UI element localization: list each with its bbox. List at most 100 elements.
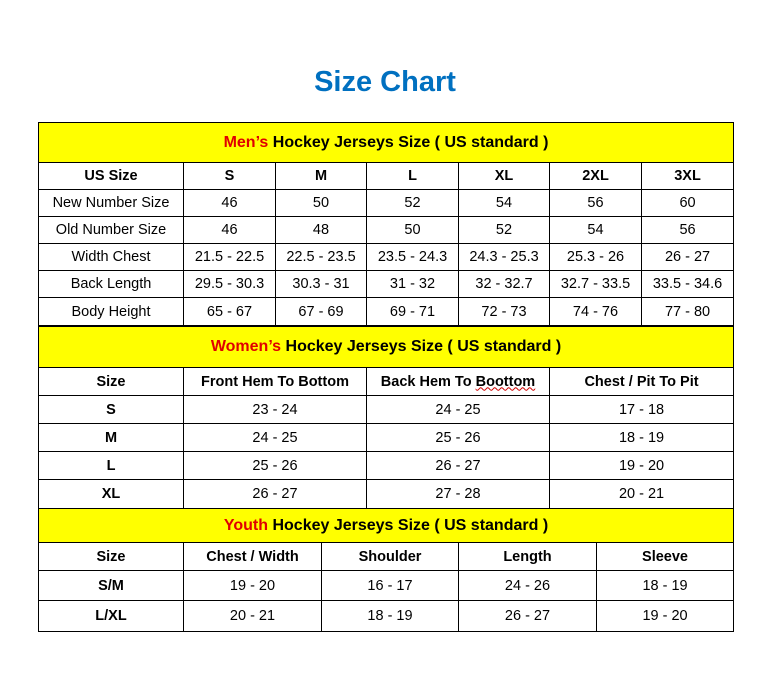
column-header: US Size <box>38 162 184 190</box>
table-row: Width Chest 21.5 - 22.5 22.5 - 23.5 23.5 - … <box>38 243 735 271</box>
table-cell: 30.3 - 31 <box>275 270 367 298</box>
table-cell: 19 - 20 <box>183 570 322 601</box>
row-label: Back Length <box>38 270 184 298</box>
table-cell: 50 <box>275 189 367 217</box>
table-cell: 21.5 - 22.5 <box>183 243 276 271</box>
table-cell: 56 <box>549 189 642 217</box>
heading-accent: Women’s <box>210 338 282 355</box>
column-header: Chest / Pit To Pit <box>548 367 735 396</box>
column-header-text: S <box>224 168 235 184</box>
column-header-text: Shoulder <box>358 548 422 565</box>
table-cell: 52 <box>458 216 550 244</box>
column-header: L <box>366 162 459 190</box>
table-cell: 18 - 19 <box>595 570 735 601</box>
row-label: Body Height <box>38 297 184 326</box>
column-header-text: 3XL <box>674 168 701 184</box>
row-label: Old Number Size <box>38 216 184 244</box>
table-cell: 26 - 27 <box>458 600 597 632</box>
table-cell: 52 <box>366 189 459 217</box>
column-header: Length <box>458 542 597 571</box>
table-row: S 23 - 24 24 - 25 17 - 18 <box>38 395 735 424</box>
table-cell: 33.5 - 34.6 <box>640 270 735 298</box>
table-cell: 20 - 21 <box>548 479 735 509</box>
row-label: XL <box>38 479 184 509</box>
column-header: Chest / Width <box>183 542 322 571</box>
table-cell: 25 - 26 <box>366 423 550 452</box>
table-row: S/M 19 - 20 16 - 17 24 - 26 18 - 19 <box>38 570 735 601</box>
table-cell: 29.5 - 30.3 <box>183 270 276 298</box>
table-cell: 54 <box>458 189 550 217</box>
table-cell: 56 <box>640 216 735 244</box>
youth-size-table: Youth Hockey Jerseys Size ( US standard … <box>37 508 735 632</box>
heading-text: Hockey Jerseys Size ( US standard ) <box>281 338 562 355</box>
column-header: Shoulder <box>321 542 459 571</box>
table-cell: 46 <box>183 216 276 244</box>
column-header-text: L <box>408 168 417 184</box>
table-cell: 50 <box>366 216 459 244</box>
column-header-text: Chest / Pit To Pit <box>584 373 699 390</box>
table-cell: 67 - 69 <box>275 297 367 326</box>
table-cell: 72 - 73 <box>458 297 550 326</box>
table-cell: 32 - 32.7 <box>458 270 550 298</box>
column-header-text: 2XL <box>582 168 609 184</box>
table-cell: 26 - 27 <box>183 479 367 509</box>
table-cell: 25.3 - 26 <box>549 243 642 271</box>
table-row: Body Height 65 - 67 67 - 69 69 - 71 72 - 73 7… <box>38 297 735 326</box>
row-label: M <box>38 423 184 452</box>
column-header: S <box>183 162 276 190</box>
table-cell: 32.7 - 33.5 <box>549 270 642 298</box>
table-cell: 27 - 28 <box>366 479 550 509</box>
column-header: 2XL <box>549 162 642 190</box>
table-cell: 24 - 26 <box>458 570 597 601</box>
youth-section-heading: Youth Hockey Jerseys Size ( US standard … <box>37 508 735 543</box>
mens-section-heading: Men’s Hockey Jerseys Size ( US standard … <box>37 122 735 163</box>
column-header: Size <box>38 367 184 396</box>
column-header-text: XL <box>494 168 514 184</box>
table-cell: 18 - 19 <box>548 423 735 452</box>
table-cell: 16 - 17 <box>321 570 459 601</box>
table-cell: 24 - 25 <box>183 423 367 452</box>
table-row: Old Number Size 46 48 50 52 54 56 <box>38 216 735 244</box>
table-row: Back Length 29.5 - 30.3 30.3 - 31 31 - 32 32… <box>38 270 735 298</box>
column-header: 3XL <box>640 162 735 190</box>
column-header-text: Chest / Width <box>206 548 299 565</box>
heading-accent: Youth <box>223 516 269 534</box>
page-title: Size Chart <box>314 66 456 98</box>
table-cell: 25 - 26 <box>183 451 367 480</box>
table-row: M 24 - 25 25 - 26 18 - 19 <box>38 423 735 452</box>
table-cell: 48 <box>275 216 367 244</box>
row-label: L/XL <box>38 600 184 632</box>
row-label: Width Chest <box>38 243 184 271</box>
table-cell: 24 - 25 <box>366 395 550 424</box>
column-header-text: Size <box>96 373 126 390</box>
column-header: XL <box>458 162 550 190</box>
table-cell: 26 - 27 <box>366 451 550 480</box>
table-cell: 20 - 21 <box>183 600 322 632</box>
table-row: L/XL 20 - 21 18 - 19 26 - 27 19 - 20 <box>38 600 735 632</box>
table-cell: 31 - 32 <box>366 270 459 298</box>
column-header: Sleeve <box>595 542 735 571</box>
row-label: S/M <box>38 570 184 601</box>
table-cell: 19 - 20 <box>548 451 735 480</box>
column-header-text: Front Hem To Bottom <box>201 373 349 390</box>
column-header-text: M <box>314 168 328 184</box>
row-label: L <box>38 451 184 480</box>
table-cell: 23.5 - 24.3 <box>366 243 459 271</box>
table-cell: 18 - 19 <box>321 600 459 632</box>
womens-size-table: Women’s Hockey Jerseys Size ( US standar… <box>37 326 735 509</box>
row-label: S <box>38 395 184 424</box>
column-header: Back Hem To Boottom <box>366 367 550 396</box>
table-cell: 24.3 - 25.3 <box>458 243 550 271</box>
heading-text: Hockey Jerseys Size ( US standard ) <box>268 133 549 151</box>
column-header-text: Length <box>503 548 552 565</box>
table-cell: 17 - 18 <box>548 395 735 424</box>
column-header-text: US Size <box>84 168 138 184</box>
table-cell: 74 - 76 <box>549 297 642 326</box>
table-row: New Number Size 46 50 52 54 56 60 <box>38 189 735 217</box>
table-cell: 65 - 67 <box>183 297 276 326</box>
heading-text: Hockey Jerseys Size ( US standard ) <box>268 516 549 534</box>
table-cell: 46 <box>183 189 276 217</box>
table-cell: 60 <box>640 189 735 217</box>
table-cell: 19 - 20 <box>595 600 735 632</box>
heading-accent: Men’s <box>223 133 269 151</box>
